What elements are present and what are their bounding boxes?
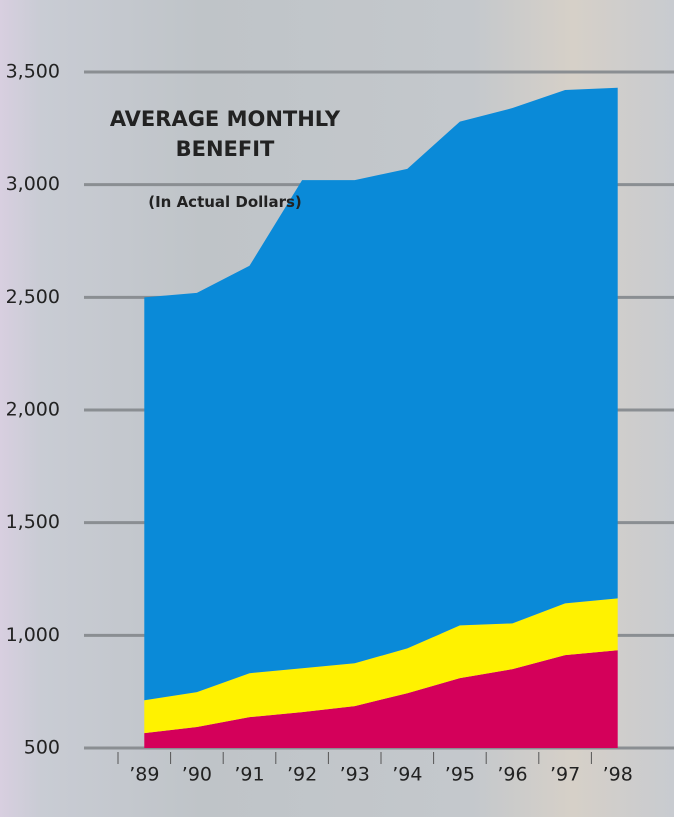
x-tick-label: ’97 <box>550 764 580 786</box>
x-tick-label: ’89 <box>129 764 159 786</box>
x-tick-label: ’91 <box>234 764 264 786</box>
x-tick-label: ’95 <box>445 764 475 786</box>
area <box>144 598 618 734</box>
x-tick-label: ’93 <box>340 764 370 786</box>
y-tick-label: 3,000 <box>6 173 60 195</box>
x-tick-label: ’90 <box>182 764 212 786</box>
x-tick-label: ’94 <box>392 764 422 786</box>
y-tick-label: 2,000 <box>6 399 60 421</box>
x-tick-label: ’96 <box>497 764 527 786</box>
y-tick-label: 500 <box>24 737 60 759</box>
y-tick-label: 1,500 <box>6 511 60 533</box>
x-tick-label: ’98 <box>603 764 633 786</box>
area <box>144 87 618 701</box>
chart-title: AVERAGE MONTHLY BENEFIT <box>109 107 341 161</box>
y-tick-label: 3,500 <box>6 61 60 83</box>
chart-subtitle: (In Actual Dollars) <box>148 193 302 211</box>
y-tick-label: 1,000 <box>6 624 60 646</box>
y-tick-label: 2,500 <box>6 286 60 308</box>
area <box>144 650 618 748</box>
x-tick-label: ’92 <box>287 764 317 786</box>
